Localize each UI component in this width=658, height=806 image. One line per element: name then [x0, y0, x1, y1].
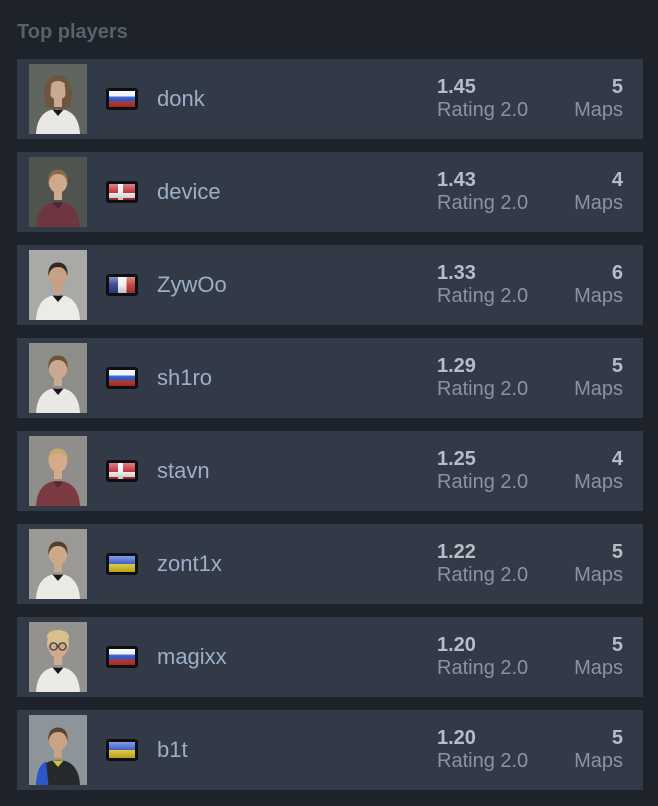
maps-stat: 6 Maps [561, 262, 623, 308]
player-row[interactable]: sh1ro 1.29 Rating 2.0 5 Maps [17, 338, 643, 418]
maps-value: 5 [611, 355, 623, 377]
rating-label: Rating 2.0 [437, 564, 529, 586]
flag-icon-russia [106, 367, 138, 389]
player-row[interactable]: device 1.43 Rating 2.0 4 Maps [17, 152, 643, 232]
maps-stat: 5 Maps [561, 355, 623, 401]
player-name[interactable]: device [157, 179, 221, 204]
player-stats: 1.43 Rating 2.0 4 Maps [437, 169, 623, 215]
maps-label: Maps [574, 471, 623, 493]
flag-icon-ukraine [106, 553, 138, 575]
maps-label: Maps [574, 285, 623, 307]
rating-stat: 1.22 Rating 2.0 [437, 541, 539, 587]
player-stats: 1.20 Rating 2.0 5 Maps [437, 727, 623, 773]
rating-value: 1.20 [437, 634, 476, 656]
rating-label: Rating 2.0 [437, 471, 529, 493]
player-stats: 1.25 Rating 2.0 4 Maps [437, 448, 623, 494]
rating-label: Rating 2.0 [437, 192, 529, 214]
player-row[interactable]: donk 1.45 Rating 2.0 5 Maps [17, 59, 643, 139]
rating-label: Rating 2.0 [437, 657, 529, 679]
rating-stat: 1.33 Rating 2.0 [437, 262, 539, 308]
maps-label: Maps [574, 657, 623, 679]
player-row[interactable]: magixx 1.20 Rating 2.0 5 Maps [17, 617, 643, 697]
rating-stat: 1.29 Rating 2.0 [437, 355, 539, 401]
player-photo [29, 622, 87, 692]
flag-icon-russia [106, 88, 138, 110]
maps-value: 5 [611, 634, 623, 656]
player-name[interactable]: sh1ro [157, 365, 213, 390]
player-photo [29, 64, 87, 134]
rating-stat: 1.20 Rating 2.0 [437, 634, 539, 680]
flag-icon-france [106, 274, 138, 296]
player-name[interactable]: donk [157, 86, 205, 111]
player-row[interactable]: zont1x 1.22 Rating 2.0 5 Maps [17, 524, 643, 604]
player-photo [29, 157, 87, 227]
rating-value: 1.25 [437, 448, 476, 470]
rating-label: Rating 2.0 [437, 285, 529, 307]
player-photo [29, 436, 87, 506]
flag-icon-denmark [106, 460, 138, 482]
rating-value: 1.33 [437, 262, 476, 284]
rating-stat: 1.20 Rating 2.0 [437, 727, 539, 773]
player-photo [29, 250, 87, 320]
rating-value: 1.22 [437, 541, 476, 563]
maps-stat: 5 Maps [561, 634, 623, 680]
rating-label: Rating 2.0 [437, 750, 529, 772]
rating-value: 1.43 [437, 169, 476, 191]
maps-stat: 4 Maps [561, 448, 623, 494]
player-name[interactable]: zont1x [157, 551, 222, 576]
rating-value: 1.29 [437, 355, 476, 377]
player-stats: 1.22 Rating 2.0 5 Maps [437, 541, 623, 587]
rating-value: 1.45 [437, 76, 476, 98]
rating-stat: 1.25 Rating 2.0 [437, 448, 539, 494]
player-photo [29, 529, 87, 599]
maps-label: Maps [574, 378, 623, 400]
maps-stat: 5 Maps [561, 76, 623, 122]
maps-stat: 5 Maps [561, 727, 623, 773]
player-stats: 1.20 Rating 2.0 5 Maps [437, 634, 623, 680]
maps-value: 4 [611, 448, 623, 470]
flag-icon-russia [106, 646, 138, 668]
player-row[interactable]: ZywOo 1.33 Rating 2.0 6 Maps [17, 245, 643, 325]
rating-stat: 1.43 Rating 2.0 [437, 169, 539, 215]
player-stats: 1.45 Rating 2.0 5 Maps [437, 76, 623, 122]
maps-value: 6 [611, 262, 623, 284]
maps-value: 5 [611, 76, 623, 98]
flag-icon-ukraine [106, 739, 138, 761]
maps-value: 5 [611, 541, 623, 563]
maps-value: 4 [611, 169, 623, 191]
player-name[interactable]: magixx [157, 644, 227, 669]
rating-label: Rating 2.0 [437, 99, 529, 121]
player-name[interactable]: ZywOo [157, 272, 227, 297]
maps-value: 5 [611, 727, 623, 749]
player-stats: 1.29 Rating 2.0 5 Maps [437, 355, 623, 401]
maps-label: Maps [574, 750, 623, 772]
flag-icon-denmark [106, 181, 138, 203]
rating-label: Rating 2.0 [437, 378, 529, 400]
maps-label: Maps [574, 192, 623, 214]
maps-label: Maps [574, 99, 623, 121]
player-photo [29, 715, 87, 785]
player-name[interactable]: b1t [157, 737, 188, 762]
maps-stat: 5 Maps [561, 541, 623, 587]
player-row[interactable]: b1t 1.20 Rating 2.0 5 Maps [17, 710, 643, 790]
rating-stat: 1.45 Rating 2.0 [437, 76, 539, 122]
panel-title: Top players [17, 21, 128, 43]
player-stats: 1.33 Rating 2.0 6 Maps [437, 262, 623, 308]
player-photo [29, 343, 87, 413]
maps-label: Maps [574, 564, 623, 586]
player-name[interactable]: stavn [157, 458, 210, 483]
player-row[interactable]: stavn 1.25 Rating 2.0 4 Maps [17, 431, 643, 511]
rating-value: 1.20 [437, 727, 476, 749]
maps-stat: 4 Maps [561, 169, 623, 215]
